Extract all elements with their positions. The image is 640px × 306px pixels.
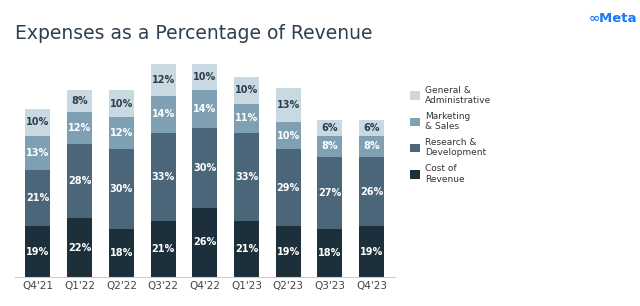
Bar (150, 95, 175, 133)
Bar (109, 149, 134, 229)
Text: 10%: 10% (276, 131, 300, 140)
Text: 14%: 14% (193, 104, 216, 114)
Bar (26, 136, 51, 170)
Text: 6%: 6% (322, 123, 338, 132)
Bar (67, 112, 92, 144)
Text: 30%: 30% (193, 162, 216, 173)
Text: 27%: 27% (318, 188, 342, 198)
Text: 12%: 12% (110, 128, 133, 138)
Bar (359, 157, 384, 226)
Text: 29%: 29% (276, 183, 300, 192)
Text: 33%: 33% (152, 172, 175, 182)
Text: 33%: 33% (235, 172, 258, 182)
Bar (109, 117, 134, 149)
Text: 21%: 21% (152, 244, 175, 254)
Text: 10%: 10% (193, 72, 216, 82)
Legend: General &
Administrative, Marketing
& Sales, Research &
Development, Cost of
Rev: General & Administrative, Marketing & Sa… (407, 82, 495, 187)
Text: 18%: 18% (318, 248, 342, 258)
Text: 10%: 10% (26, 117, 49, 127)
Bar (26, 226, 51, 277)
Bar (234, 104, 259, 133)
Text: 21%: 21% (26, 193, 49, 203)
Text: 10%: 10% (235, 85, 258, 95)
Text: 22%: 22% (68, 243, 92, 252)
Bar (192, 207, 218, 277)
Bar (192, 90, 218, 128)
Bar (67, 218, 92, 277)
Text: 18%: 18% (109, 248, 133, 258)
Bar (150, 133, 175, 221)
Text: 11%: 11% (235, 113, 258, 123)
Text: 26%: 26% (360, 187, 383, 196)
Text: 8%: 8% (322, 141, 339, 151)
Bar (26, 109, 51, 136)
Bar (192, 128, 218, 207)
Bar (192, 64, 218, 90)
Bar (234, 133, 259, 221)
Bar (109, 229, 134, 277)
Bar (276, 88, 301, 122)
Text: 10%: 10% (110, 99, 133, 109)
Bar (359, 136, 384, 157)
Text: 21%: 21% (235, 244, 258, 254)
Text: 12%: 12% (152, 75, 175, 84)
Text: 19%: 19% (26, 247, 49, 256)
Bar (26, 170, 51, 226)
Bar (150, 221, 175, 277)
Bar (317, 229, 342, 277)
Bar (276, 149, 301, 226)
Text: Expenses as a Percentage of Revenue: Expenses as a Percentage of Revenue (15, 24, 372, 43)
Text: 12%: 12% (68, 123, 92, 132)
Text: 26%: 26% (193, 237, 216, 247)
Bar (276, 122, 301, 149)
Text: 13%: 13% (26, 148, 49, 158)
Text: 8%: 8% (364, 141, 380, 151)
Text: 19%: 19% (276, 247, 300, 256)
Text: 19%: 19% (360, 247, 383, 256)
Text: 6%: 6% (364, 123, 380, 132)
Text: 13%: 13% (276, 100, 300, 110)
Bar (359, 226, 384, 277)
Text: 14%: 14% (152, 109, 175, 119)
Bar (317, 120, 342, 136)
Bar (150, 64, 175, 95)
Bar (109, 90, 134, 117)
Bar (67, 144, 92, 218)
Bar (359, 120, 384, 136)
Text: ∞Meta: ∞Meta (588, 12, 637, 25)
Text: 8%: 8% (71, 96, 88, 106)
Bar (234, 221, 259, 277)
Text: 30%: 30% (110, 184, 133, 194)
Bar (234, 77, 259, 104)
Bar (67, 90, 92, 112)
Bar (317, 157, 342, 229)
Text: 28%: 28% (68, 176, 92, 186)
Bar (317, 136, 342, 157)
Bar (276, 226, 301, 277)
